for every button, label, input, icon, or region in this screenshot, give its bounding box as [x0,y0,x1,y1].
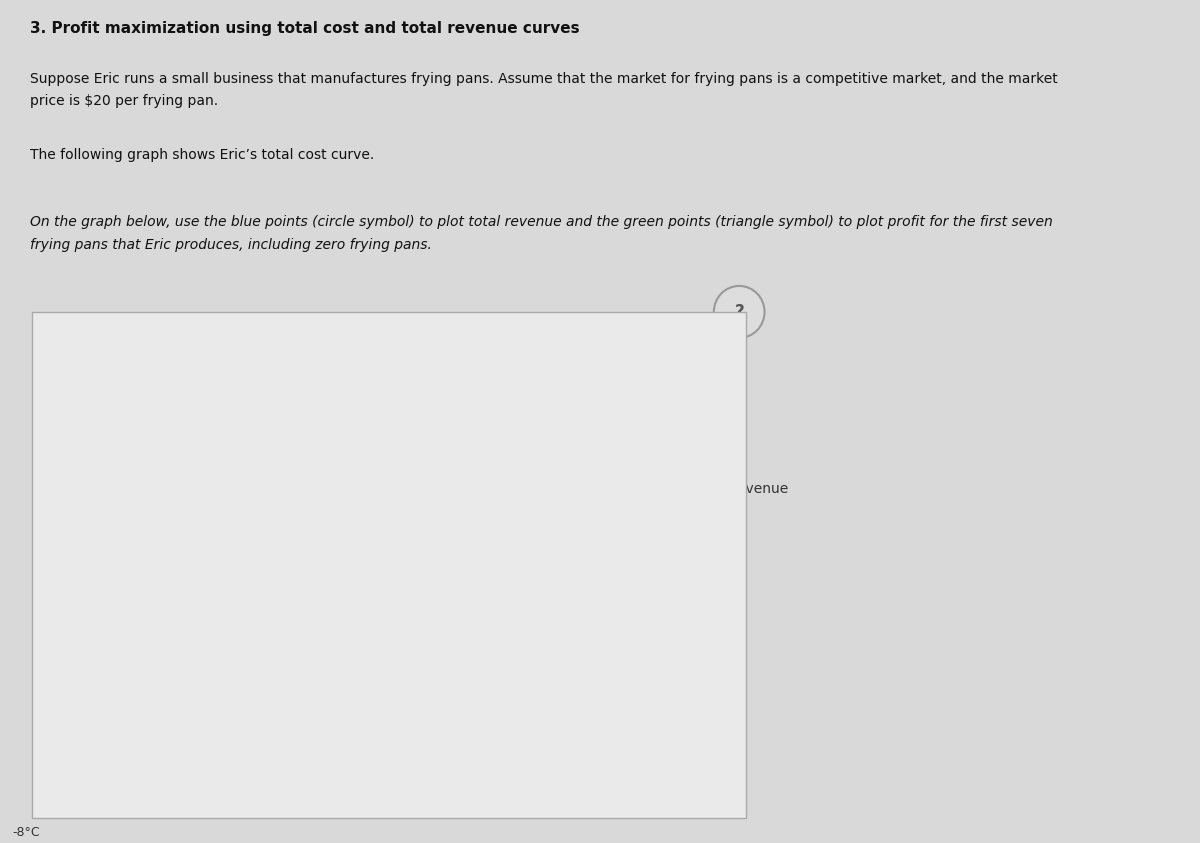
Text: Suppose Eric runs a small business that manufactures frying pans. Assume that th: Suppose Eric runs a small business that … [30,72,1057,109]
Text: -8°C: -8°C [12,826,40,839]
Text: Total Cost: Total Cost [349,476,410,489]
Circle shape [714,286,764,338]
Text: 3. Profit maximization using total cost and total revenue curves: 3. Profit maximization using total cost … [30,21,580,36]
Text: Total Revenue: Total Revenue [691,482,788,496]
Text: The following graph shows Eric’s total cost curve.: The following graph shows Eric’s total c… [30,148,374,162]
Text: Profit: Profit [691,571,727,584]
Text: On the graph below, use the blue points (circle symbol) to plot total revenue an: On the graph below, use the blue points … [30,215,1052,252]
Text: ?: ? [734,303,744,321]
Y-axis label: TOTAL COST AND REVENUE (Dollars): TOTAL COST AND REVENUE (Dollars) [72,459,82,663]
